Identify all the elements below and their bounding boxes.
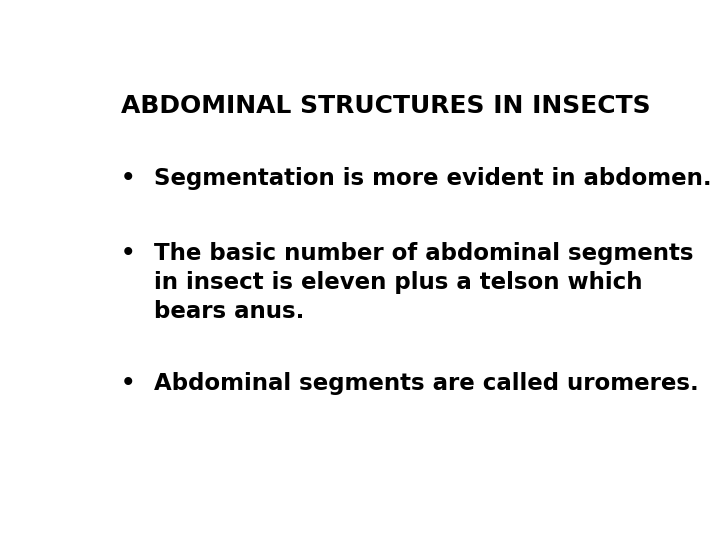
Text: Abdominal segments are called uromeres.: Abdominal segments are called uromeres. [154, 373, 699, 395]
Text: •: • [121, 241, 135, 265]
Text: The basic number of abdominal segments
in insect is eleven plus a telson which
b: The basic number of abdominal segments i… [154, 241, 693, 323]
Text: Segmentation is more evident in abdomen.: Segmentation is more evident in abdomen. [154, 167, 712, 190]
Text: •: • [121, 373, 135, 395]
Text: •: • [121, 167, 135, 190]
Text: ABDOMINAL STRUCTURES IN INSECTS: ABDOMINAL STRUCTURES IN INSECTS [121, 94, 650, 118]
